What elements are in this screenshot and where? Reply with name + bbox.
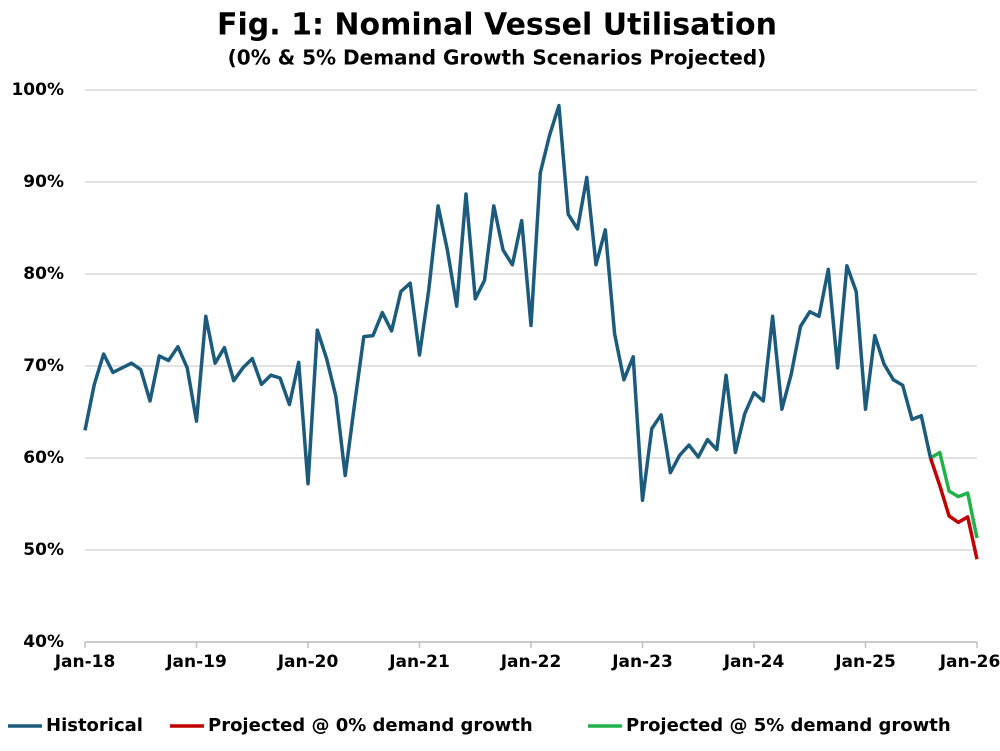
- y-tick-label: 50%: [23, 540, 64, 560]
- series-line: [929, 450, 979, 539]
- x-tick-label: Jan-22: [500, 652, 562, 672]
- x-tick-label: Jan-24: [723, 652, 785, 672]
- y-tick-label: 70%: [23, 356, 64, 376]
- legend-label: Historical: [46, 715, 143, 736]
- x-tick-label: Jan-20: [277, 652, 339, 672]
- legend-label: Projected @ 5% demand growth: [626, 715, 951, 736]
- series-line: [928, 457, 979, 560]
- x-tick-label: Jan-18: [54, 652, 116, 672]
- chart-subtitle: (0% & 5% Demand Growth Scenarios Project…: [228, 46, 767, 70]
- y-tick-label: 60%: [23, 448, 64, 468]
- x-tick-label: Jan-25: [834, 652, 896, 672]
- chart-title: Fig. 1: Nominal Vessel Utilisation: [217, 8, 777, 43]
- x-tick-label: Jan-23: [611, 652, 673, 672]
- y-tick-label: 100%: [11, 80, 64, 100]
- x-tick-label: Jan-21: [388, 652, 450, 672]
- y-tick-label: 40%: [23, 632, 64, 652]
- y-tick-label: 90%: [23, 172, 64, 192]
- x-tick-label: Jan-19: [165, 652, 227, 672]
- x-tick-label: Jan-26: [939, 652, 1000, 672]
- series-line: [83, 103, 933, 503]
- y-tick-label: 80%: [23, 264, 64, 284]
- legend-label: Projected @ 0% demand growth: [208, 715, 533, 736]
